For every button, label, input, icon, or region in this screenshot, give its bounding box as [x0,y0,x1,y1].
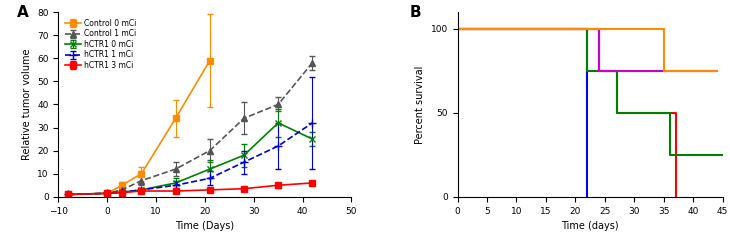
X-axis label: Time (Days): Time (Days) [175,221,234,231]
hCTR1_0mCi [612,111,621,114]
hCTR1_0mCi [583,69,591,72]
Control_1mCi [594,27,603,30]
Y-axis label: Percent survival: Percent survival [415,65,425,144]
Control_1mCi [453,27,462,30]
Line: hCTR1_1mCi: hCTR1_1mCi [458,29,717,71]
hCTR1_0mCi [665,111,674,114]
hCTR1_3mCi [712,69,721,72]
Y-axis label: Relative tumor volume: Relative tumor volume [22,49,31,160]
Control_0mCi [453,27,462,30]
Control_1mCi [612,69,621,72]
hCTR1_1mCi [594,69,603,72]
hCTR1_0mCi [665,153,674,156]
hCTR1_0mCi [718,153,727,156]
hCTR1_3mCi [659,27,668,30]
Control_1mCi [612,111,621,114]
Legend: Control 0 mCi, Control 1 mCi, hCTR1 0 mCi, hCTR1 1 mCi, hCTR1 3 mCi: Control 0 mCi, Control 1 mCi, hCTR1 0 mC… [62,16,139,73]
hCTR1_0mCi [583,27,591,30]
hCTR1_0mCi [453,27,462,30]
Line: Control_1mCi: Control_1mCi [458,29,675,197]
Line: hCTR1_0mCi: hCTR1_0mCi [458,29,723,155]
Text: A: A [18,5,29,20]
X-axis label: Time (days): Time (days) [561,221,619,231]
hCTR1_1mCi [712,69,721,72]
Control_0mCi [583,27,591,30]
Line: Control_0mCi: Control_0mCi [458,29,587,197]
Control_1mCi [671,111,680,114]
Control_1mCi [594,69,603,72]
hCTR1_1mCi [594,27,603,30]
Line: hCTR1_3mCi: hCTR1_3mCi [458,29,717,71]
hCTR1_1mCi [453,27,462,30]
hCTR1_3mCi [659,69,668,72]
Text: B: B [410,5,421,20]
hCTR1_3mCi [453,27,462,30]
Control_1mCi [671,195,680,198]
hCTR1_0mCi [612,69,621,72]
Control_0mCi [583,195,591,198]
